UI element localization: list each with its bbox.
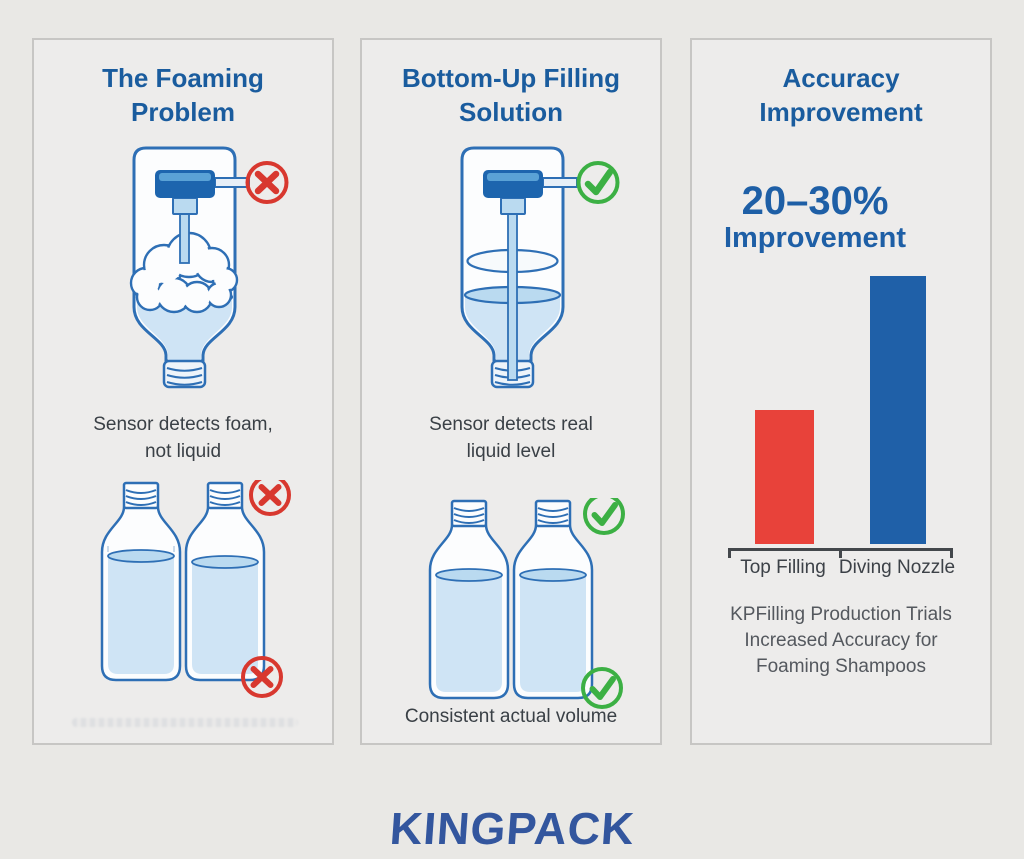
- accuracy-bar-chart: Top Filling Diving Nozzle KPFilling Prod…: [692, 40, 990, 743]
- axis-tick: [728, 548, 731, 558]
- filling-nozzle: [155, 170, 250, 264]
- diving-nozzle-illustration: [460, 146, 620, 389]
- bottle-neck-threads: [162, 359, 207, 389]
- axis-tick: [839, 548, 842, 558]
- label-top-filling: Top Filling: [740, 557, 826, 578]
- inconsistent-bottles-illustration: [100, 480, 291, 698]
- panel-title: Accuracy Improvement: [759, 63, 923, 127]
- red-x-icon: [245, 161, 289, 204]
- consistent-bottles-illustration: [428, 498, 625, 709]
- green-check-icon: [576, 161, 620, 204]
- bottle-right: [512, 499, 594, 700]
- caption-sensor-liquid: Sensor detects real liquid level: [429, 414, 593, 462]
- chart-caption: KPFilling Production Trials Increased Ac…: [730, 604, 952, 678]
- panel-accuracy-improvement: Accuracy Improvement 20–30% Improvement …: [690, 38, 992, 745]
- panel-title: The Foaming Problem: [102, 63, 264, 127]
- label-diving-nozzle: Diving Nozzle: [838, 557, 956, 578]
- bottle-left: [428, 499, 510, 700]
- panel-bottom-up-solution: Bottom-Up Filling Solution Sensor detect…: [360, 38, 662, 745]
- improvement-label: Improvement: [723, 222, 907, 254]
- liquid: [137, 297, 232, 361]
- axis-tick: [950, 548, 953, 558]
- improvement-value: 20–30%: [741, 179, 889, 223]
- green-check-icon: [581, 667, 623, 709]
- red-x-icon: [241, 656, 283, 698]
- panel-title: Bottom-Up Filling Solution: [401, 63, 621, 127]
- bottle-left: [100, 481, 182, 682]
- bar-diving-nozzle: [870, 276, 926, 544]
- improvement-highlight: 20–30% Improvement: [666, 180, 964, 255]
- top-filling-foam-illustration: [129, 146, 289, 389]
- green-check-icon: [583, 498, 625, 535]
- caption-sensor-foam: Sensor detects foam, not liquid: [93, 414, 273, 462]
- footer: KINGPACK: [0, 803, 1024, 855]
- kingpack-logo: KINGPACK: [387, 803, 637, 854]
- panel-foaming-problem: The Foaming Problem: [32, 38, 334, 745]
- red-x-icon: [249, 480, 291, 516]
- faded-ghost-text: [72, 718, 298, 727]
- caption-consistent-volume: Consistent actual volume: [404, 706, 618, 727]
- diving-nozzle: [483, 170, 578, 381]
- bottle-right: [184, 481, 266, 682]
- bar-top-filling: [755, 410, 814, 544]
